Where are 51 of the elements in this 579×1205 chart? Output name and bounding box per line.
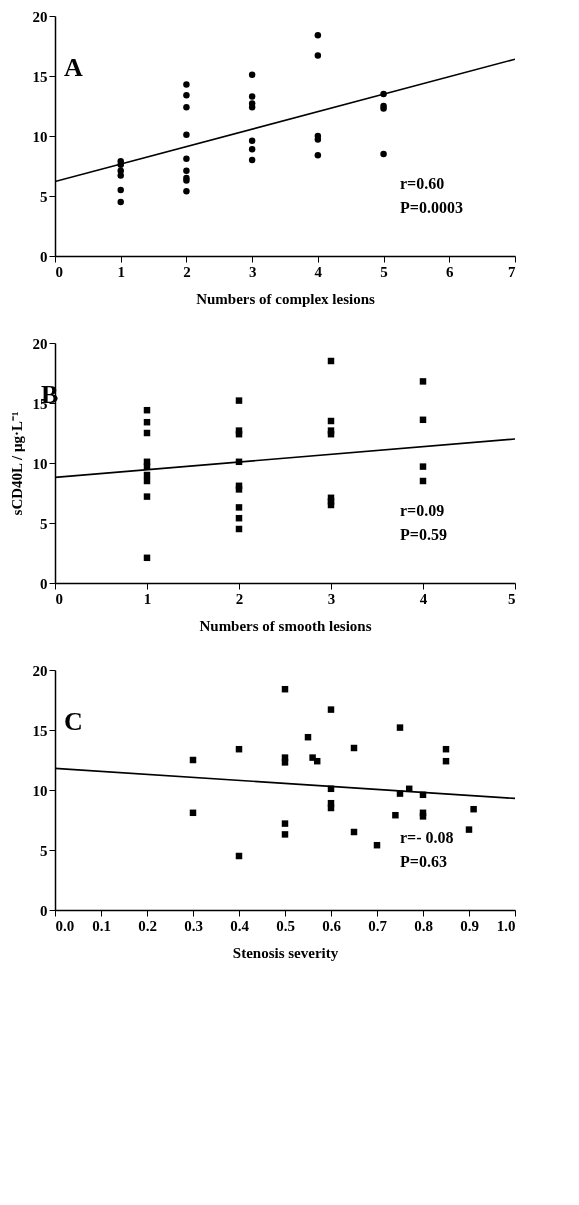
x-tick-label: 1.0	[496, 917, 516, 934]
x-axis-title: Numbers of complex lesions	[196, 290, 376, 307]
x-tick-label: 5	[380, 263, 388, 280]
x-tick-label: 0	[55, 263, 63, 280]
x-tick-label: 1	[117, 263, 125, 280]
y-tick-label: 0	[40, 575, 48, 592]
y-tick-label: 10	[32, 782, 48, 799]
y-tick-label: 5	[40, 842, 48, 859]
x-tick-label: 0.6	[322, 917, 342, 934]
x-tick-label: 0.5	[276, 917, 295, 934]
x-tick-label: 3	[248, 263, 257, 280]
x-tick-label: 0.4	[230, 917, 250, 934]
x-axis-title: Stenosis severity	[232, 944, 339, 961]
y-tick-label: 0	[40, 902, 48, 919]
y-tick-label: 15	[32, 722, 48, 739]
x-tick-label: 2	[183, 263, 191, 280]
y-tick-label: 20	[32, 335, 48, 352]
text: C	[64, 707, 83, 736]
x-tick-label: 0.1	[92, 917, 111, 934]
y-tick-label: 5	[40, 188, 48, 205]
x-tick-label: 4	[314, 263, 323, 280]
annotation: r=- 0.08	[400, 829, 454, 846]
x-tick-label: 4	[419, 590, 428, 607]
annotation: P=0.0003	[400, 199, 463, 216]
y-tick-label: 15	[32, 68, 48, 85]
y-tick-label: 10	[32, 128, 48, 145]
x-tick-label: 0.8	[414, 917, 433, 934]
x-tick-label: 0.2	[138, 917, 157, 934]
x-tick-label: 0.7	[368, 917, 388, 934]
y-tick-label: 20	[32, 8, 48, 25]
x-tick-label: 0.3	[184, 917, 203, 934]
annotation: r=0.09	[400, 502, 445, 519]
y-tick-label: 20	[32, 662, 48, 679]
x-tick-label: 0.9	[460, 917, 479, 934]
x-tick-label: 5	[508, 590, 516, 607]
x-tick-label: 6	[446, 263, 455, 280]
y-tick-label: 0	[40, 248, 48, 265]
annotation: P=0.59	[400, 526, 447, 543]
y-axis-title: sCD40L / μg·L⁻¹	[8, 411, 25, 516]
x-tick-label: 0.0	[55, 917, 75, 934]
x-tick-label: 1	[143, 590, 152, 607]
annotation: P=0.63	[400, 853, 447, 870]
x-tick-label: 7	[508, 263, 516, 280]
y-tick-label: 5	[40, 515, 48, 532]
text: A	[64, 53, 83, 82]
x-axis-title: Numbers of smooth lesions	[199, 617, 372, 634]
x-tick-label: 0	[55, 590, 63, 607]
x-tick-label: 3	[327, 590, 336, 607]
annotation: r=0.60	[400, 175, 445, 192]
y-tick-label: 10	[32, 455, 48, 472]
x-tick-label: 2	[235, 590, 244, 607]
